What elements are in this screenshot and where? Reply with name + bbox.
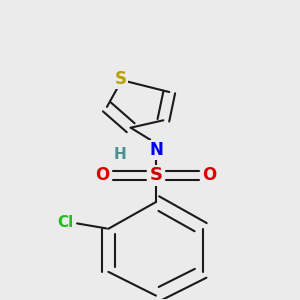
Text: H: H	[114, 147, 127, 162]
Text: O: O	[95, 166, 110, 184]
Text: Cl: Cl	[57, 215, 74, 230]
Text: N: N	[149, 141, 163, 159]
Text: S: S	[149, 166, 162, 184]
Text: O: O	[202, 166, 217, 184]
Text: S: S	[114, 70, 126, 88]
